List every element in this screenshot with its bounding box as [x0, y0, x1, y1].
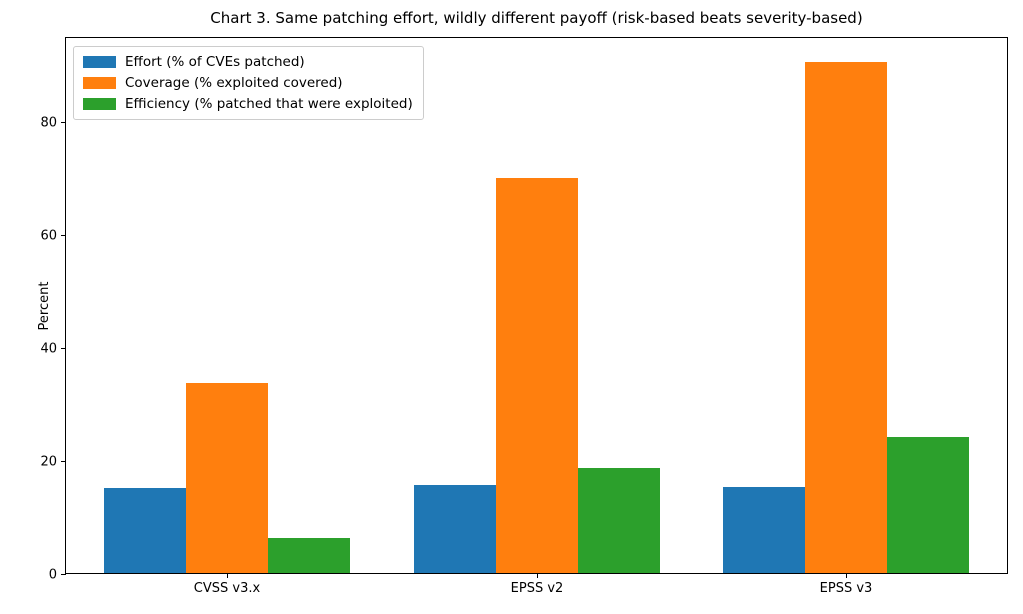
legend-label-coverage: Coverage (% exploited covered) [125, 75, 343, 91]
y-tick-mark [61, 121, 66, 123]
bar-efficiency-epss-v2 [578, 468, 660, 573]
y-tick-label: 20 [40, 454, 57, 470]
legend-swatch-effort [83, 56, 116, 68]
x-tick-label: EPSS v2 [510, 581, 564, 596]
y-tick-label: 80 [40, 115, 57, 131]
legend-item-efficiency: Efficiency (% patched that were exploite… [83, 96, 413, 112]
x-tick-mark [846, 573, 847, 578]
y-tick-mark [61, 234, 66, 236]
legend-item-coverage: Coverage (% exploited covered) [83, 75, 413, 91]
bar-coverage-epss-v3 [805, 62, 887, 573]
legend-label-efficiency: Efficiency (% patched that were exploite… [125, 96, 413, 112]
plot-area: Percent 0 20 40 60 80 CVSS v3.x EPSS v2 EPSS v… [37, 37, 1008, 596]
bar-coverage-epss-v2 [496, 177, 578, 573]
x-tick-mark [537, 573, 538, 578]
bar-effort-cvss-v3-x [104, 487, 186, 573]
bar-efficiency-cvss-v3-x [268, 537, 350, 573]
y-tick-mark [61, 460, 66, 462]
y-tick-label: 0 [48, 567, 57, 583]
bar-effort-epss-v3 [723, 487, 805, 573]
bar-efficiency-epss-v3 [887, 436, 969, 573]
x-tick-mark [227, 573, 228, 578]
chart-title: Chart 3. Same patching effort, wildly di… [210, 9, 863, 27]
legend-swatch-efficiency [83, 98, 116, 110]
y-tick-label: 40 [40, 341, 57, 357]
legend: Effort (% of CVEs patched) Coverage (% e… [73, 46, 424, 120]
bar-coverage-cvss-v3-x [186, 383, 268, 573]
legend-item-effort: Effort (% of CVEs patched) [83, 54, 413, 70]
legend-label-effort: Effort (% of CVEs patched) [125, 54, 305, 70]
y-tick-mark [61, 347, 66, 349]
bar-effort-epss-v2 [414, 485, 496, 573]
y-tick-label: 60 [40, 228, 57, 244]
y-tick-mark [61, 574, 66, 575]
x-tick-label: CVSS v3.x [193, 581, 261, 596]
y-axis-label: Percent [36, 281, 52, 331]
legend-swatch-coverage [83, 77, 116, 89]
x-tick-label: EPSS v3 [819, 581, 873, 596]
